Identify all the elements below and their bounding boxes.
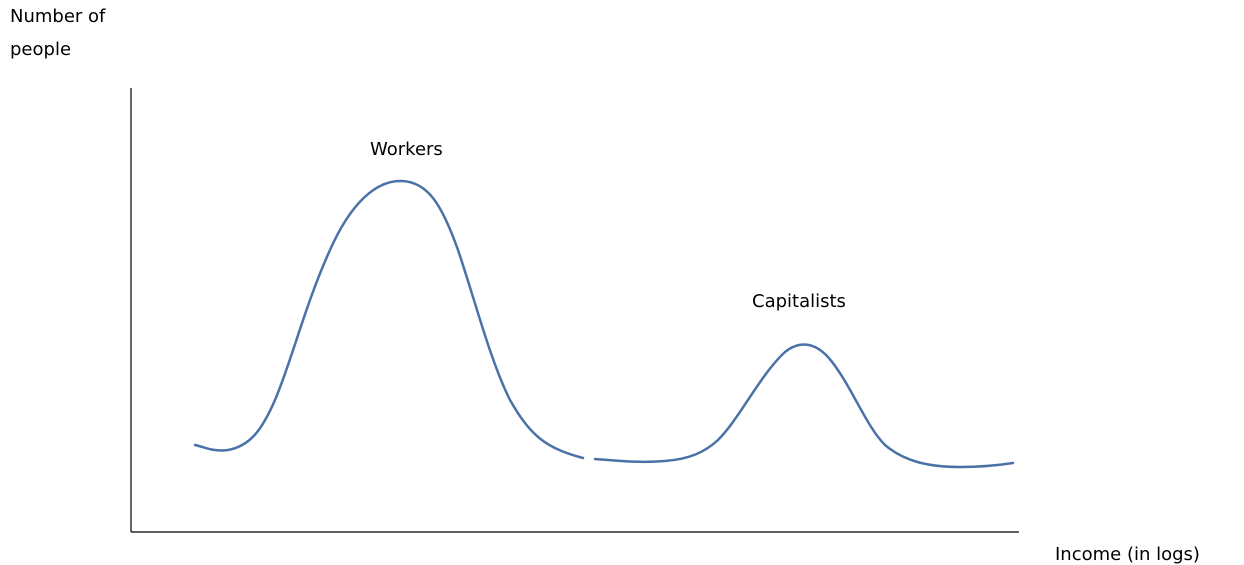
x-axis-label: Income (in logs) xyxy=(1055,544,1200,565)
workers-curve xyxy=(193,179,585,460)
y-axis-label-line: Number of xyxy=(10,6,106,27)
capitalists-curve xyxy=(593,343,1015,469)
y-axis-label-line: people xyxy=(10,39,71,60)
workers-label: Workers xyxy=(370,139,443,160)
capitalists-label: Capitalists xyxy=(752,291,846,312)
